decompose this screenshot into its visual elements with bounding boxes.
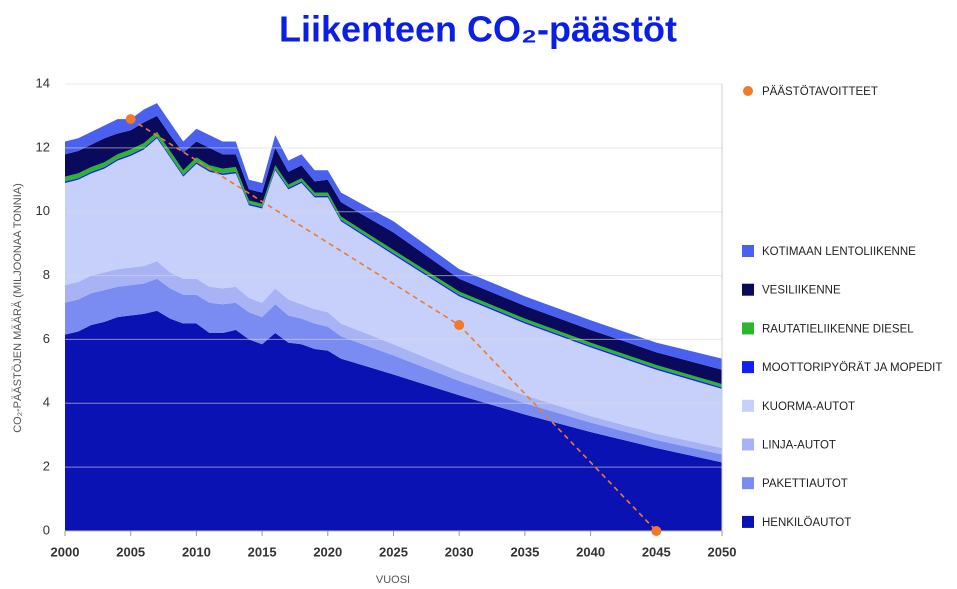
x-tick-label: 2030 — [445, 544, 474, 559]
x-tick-label: 2045 — [642, 544, 671, 559]
legend-label: MOOTTORIPYÖRÄT JA MOPEDIT — [762, 362, 942, 374]
y-tick-label: 8 — [43, 267, 50, 282]
legend-label: HENKILÖAUTOT — [762, 517, 851, 529]
legend-label: PAKETTIAUTOT — [762, 478, 848, 490]
legend-swatch — [742, 283, 754, 296]
x-tick-label: 2010 — [182, 544, 211, 559]
x-tick-label: 2040 — [576, 544, 605, 559]
x-tick-label: 2020 — [313, 544, 342, 559]
legend-swatch — [742, 438, 754, 451]
y-tick-label: 12 — [36, 139, 50, 154]
legend-swatch — [742, 245, 754, 257]
target-point — [125, 114, 136, 125]
y-tick-label: 4 — [43, 395, 50, 410]
chart-title: Liikenteen CO₂-päästöt — [279, 9, 677, 50]
y-axis-label: CO₂-PÄÄSTÖJEN MÄÄRÄ (MILJOONAA TONNIA) — [12, 183, 24, 433]
x-tick-label: 2005 — [116, 544, 145, 559]
x-axis-label: VUOSI — [376, 574, 410, 586]
legend-label: KOTIMAAN LENTOLIIKENNE — [762, 246, 916, 258]
legend-label: VESILIIKENNE — [762, 285, 841, 297]
legend-label: LINJA-AUTOT — [762, 440, 836, 452]
x-tick-label: 2050 — [708, 544, 737, 559]
y-tick-label: 10 — [36, 203, 50, 218]
area — [65, 310, 722, 531]
y-tick-label: 14 — [36, 75, 50, 90]
y-tick-label: 2 — [43, 459, 50, 474]
area — [65, 261, 722, 455]
y-tick-label: 6 — [43, 331, 50, 346]
legend-swatch — [742, 322, 754, 335]
x-tick-label: 2000 — [51, 544, 80, 559]
x-tick-label: 2015 — [248, 544, 277, 559]
legend-swatch — [742, 399, 754, 412]
target-point — [454, 320, 465, 331]
legend-marker — [743, 86, 753, 96]
legend-swatch — [742, 361, 754, 374]
legend-label: PÄÄSTÖTAVOITTEET — [762, 86, 878, 98]
target-point — [651, 526, 662, 536]
legend-swatch — [742, 477, 754, 490]
area — [65, 103, 722, 370]
legend-label: KUORMA-AUTOT — [762, 401, 855, 413]
legend-swatch — [742, 515, 754, 528]
y-tick-label: 0 — [43, 522, 50, 537]
area — [65, 115, 722, 385]
area — [65, 138, 722, 448]
x-tick-label: 2025 — [379, 544, 408, 559]
x-tick-label: 2035 — [510, 544, 539, 559]
area — [65, 278, 722, 463]
legend-label: RAUTATIELIIKENNE DIESEL — [762, 323, 914, 335]
